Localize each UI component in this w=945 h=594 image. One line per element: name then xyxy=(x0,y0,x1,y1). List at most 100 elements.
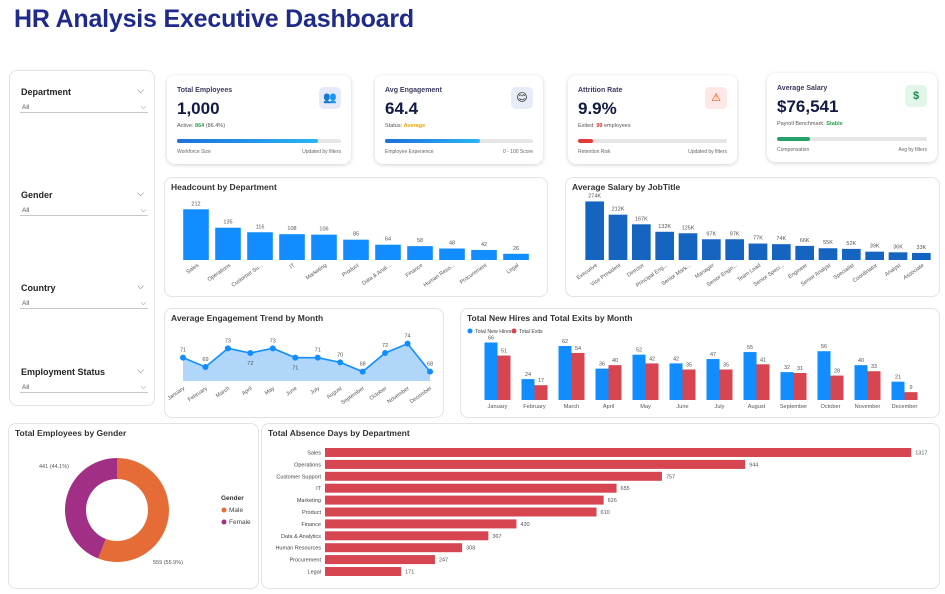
hires-bar xyxy=(854,365,868,400)
chevron-down-icon[interactable]: ⌵ xyxy=(137,281,144,291)
legend-marker xyxy=(221,507,227,513)
y-tick-label: Legal xyxy=(308,570,321,576)
kpi-value: 1,000 xyxy=(177,99,220,118)
data-label: 66K xyxy=(800,238,810,244)
dropdown-icon[interactable]: ⌵ xyxy=(140,384,146,391)
headcount-by-department-panel: Headcount by Department 212 Sales 135 Opera… xyxy=(164,177,548,297)
bar xyxy=(818,248,838,260)
chart-title: Total New Hires and Total Exits by Month xyxy=(467,313,633,323)
data-label: 35 xyxy=(723,363,729,369)
dropdown-icon[interactable]: ⌵ xyxy=(140,300,146,307)
x-tick-label: May xyxy=(640,404,651,410)
donut-slice xyxy=(98,458,170,562)
x-tick-label: March xyxy=(564,404,580,410)
engagement-trend-chart[interactable]: 71 January 69 February 73 March 72 April 73 May 71… xyxy=(165,309,445,419)
data-label: 72 xyxy=(382,343,388,349)
x-tick-label: September xyxy=(780,404,807,410)
data-label: 56 xyxy=(821,344,827,350)
data-point xyxy=(427,368,433,375)
kpi-progress-fill xyxy=(385,139,481,143)
data-label: 757 xyxy=(666,474,675,480)
hires-bar xyxy=(891,381,905,400)
salary-by-jobtitle-panel: Average Salary by JobTitle 274K Executive… xyxy=(565,177,940,297)
absence-by-department-chart[interactable]: Sales 1317 Operations 944 Customer Support 75… xyxy=(262,424,941,590)
kpi-value: $76,541 xyxy=(777,97,839,116)
slicer-gender-select[interactable]: All ⌵ xyxy=(20,205,148,216)
kpi-footer-left: Workforce Size xyxy=(177,149,211,155)
dropdown-icon[interactable]: ⌵ xyxy=(140,104,146,111)
data-label: 39K xyxy=(870,244,880,250)
kpi-progress-fill xyxy=(177,139,319,143)
legend-title: Gender xyxy=(221,495,244,502)
kpi-title: Avg Engagement xyxy=(385,87,442,94)
kpi-card-total-employees: Total Employees 1,000 Active: 864 (86.4%… xyxy=(167,75,351,164)
chevron-down-icon[interactable]: ⌵ xyxy=(137,365,144,375)
bar xyxy=(655,231,674,260)
hires-bar xyxy=(780,372,794,400)
legend-label: Total New Hires xyxy=(475,329,512,335)
bar xyxy=(632,224,651,260)
data-point xyxy=(224,345,231,352)
x-tick-label: Human Reso... xyxy=(423,262,457,288)
y-tick-label: Finance xyxy=(301,522,321,528)
exits-bar xyxy=(719,369,733,400)
data-label: 430 xyxy=(520,522,529,528)
bar xyxy=(375,244,401,260)
dropdown-icon[interactable]: ⌵ xyxy=(140,207,146,214)
hires-exits-chart[interactable]: Total New Hires Total Exits 66 51 January 24 1… xyxy=(461,309,941,419)
data-point xyxy=(382,350,389,356)
kpi-footer-right: 0 - 100 Score xyxy=(502,149,533,155)
headcount-by-department-chart[interactable]: 212 Sales 135 Operations 116 Customer Su... 10… xyxy=(165,178,549,298)
slicer-employment-status-select[interactable]: All ⌵ xyxy=(20,382,148,393)
data-point xyxy=(337,359,344,366)
data-label: 26 xyxy=(513,246,519,252)
data-label: 171 xyxy=(405,570,414,576)
data-label: 73 xyxy=(270,338,276,344)
slicer-department-value: All xyxy=(22,104,30,111)
x-tick-label: October xyxy=(369,386,389,402)
data-point xyxy=(180,354,186,361)
chart-title: Average Salary by JobTitle xyxy=(572,182,681,192)
y-tick-label: IT xyxy=(316,486,322,492)
gender-panel: Total Employees by Gender 559 (55.9%) 441… xyxy=(8,423,259,589)
slicer-department-select[interactable]: All ⌵ xyxy=(20,102,148,113)
gender-donut-chart[interactable]: 559 (55.9%) 441 (44.1%) Gender Male Female xyxy=(9,424,260,590)
bar xyxy=(725,239,744,260)
data-point xyxy=(314,354,321,361)
data-label: 944 xyxy=(749,462,758,468)
chart-title: Average Engagement Trend by Month xyxy=(171,313,324,323)
data-label: 32 xyxy=(784,365,790,371)
x-tick-label: Director xyxy=(626,263,645,279)
data-label: 73 xyxy=(225,338,231,344)
data-label: 97K xyxy=(730,231,740,237)
kpi-footer-right: Avg by filters xyxy=(898,147,927,153)
donut-slice xyxy=(65,458,117,559)
kpi-highlight: Stable xyxy=(826,121,843,127)
area-fill xyxy=(183,343,430,381)
legend-label: Female xyxy=(229,519,251,526)
bar xyxy=(325,495,604,505)
bar xyxy=(325,507,597,517)
exits-bar xyxy=(830,375,844,400)
x-tick-label: Data & Anal... xyxy=(361,262,392,286)
data-label: 274K xyxy=(588,193,601,199)
x-tick-label: June xyxy=(676,404,688,410)
slicer-country-select[interactable]: All ⌵ xyxy=(20,298,148,309)
chevron-down-icon[interactable]: ⌵ xyxy=(137,188,144,198)
data-label: 55K xyxy=(823,240,833,246)
data-label: 62 xyxy=(562,339,568,345)
slicer-country-value: All xyxy=(22,300,30,307)
data-label: 47 xyxy=(710,352,716,358)
data-label: 97K xyxy=(706,231,716,237)
bar xyxy=(585,201,604,260)
data-label: 85 xyxy=(353,232,359,238)
kpi-card-attrition-rate: Attrition Rate 9.9% Exited: 99 employees… xyxy=(568,75,737,164)
data-label: 71 xyxy=(180,348,186,354)
chevron-down-icon[interactable]: ⌵ xyxy=(137,85,144,95)
x-tick-label: August xyxy=(748,404,766,410)
y-tick-label: Customer Support xyxy=(276,474,321,480)
data-label: 21 xyxy=(895,375,901,381)
hires-bar xyxy=(706,359,720,400)
bar xyxy=(439,248,465,260)
